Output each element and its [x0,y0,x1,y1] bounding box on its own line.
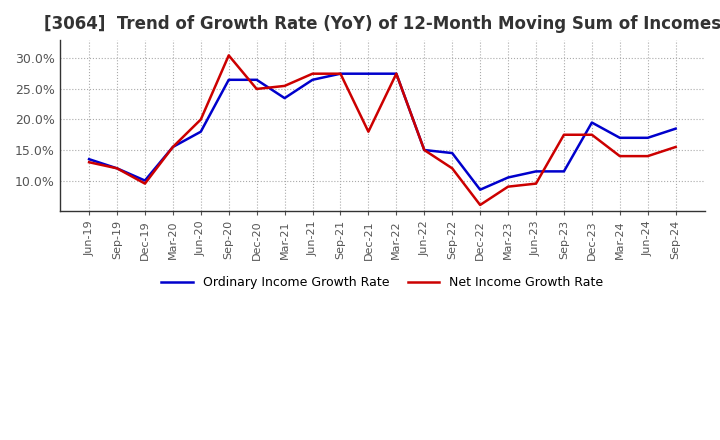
Ordinary Income Growth Rate [225,77,233,82]
Net Income Growth Rate [392,71,400,76]
Net Income Growth Rate [420,147,428,153]
Title: [3064]  Trend of Growth Rate (YoY) of 12-Month Moving Sum of Incomes: [3064] Trend of Growth Rate (YoY) of 12-… [44,15,720,33]
Ordinary Income Growth Rate [504,175,513,180]
Ordinary Income Growth Rate [140,178,149,183]
Ordinary Income Growth Rate [168,144,177,150]
Ordinary Income Growth Rate [308,77,317,82]
Ordinary Income Growth Rate [531,169,540,174]
Ordinary Income Growth Rate [448,150,456,156]
Ordinary Income Growth Rate [671,126,680,131]
Ordinary Income Growth Rate [85,157,94,162]
Net Income Growth Rate [308,71,317,76]
Ordinary Income Growth Rate [559,169,568,174]
Ordinary Income Growth Rate [252,77,261,82]
Net Income Growth Rate [476,202,485,208]
Net Income Growth Rate [336,71,345,76]
Net Income Growth Rate [168,144,177,150]
Net Income Growth Rate [85,160,94,165]
Legend: Ordinary Income Growth Rate, Net Income Growth Rate: Ordinary Income Growth Rate, Net Income … [156,271,608,294]
Line: Ordinary Income Growth Rate: Ordinary Income Growth Rate [89,73,675,190]
Ordinary Income Growth Rate [336,71,345,76]
Ordinary Income Growth Rate [644,135,652,140]
Ordinary Income Growth Rate [112,166,121,171]
Ordinary Income Growth Rate [588,120,596,125]
Net Income Growth Rate [588,132,596,137]
Net Income Growth Rate [671,144,680,150]
Ordinary Income Growth Rate [197,129,205,134]
Ordinary Income Growth Rate [364,71,373,76]
Net Income Growth Rate [225,53,233,58]
Ordinary Income Growth Rate [280,95,289,101]
Net Income Growth Rate [197,117,205,122]
Net Income Growth Rate [616,154,624,159]
Net Income Growth Rate [504,184,513,189]
Net Income Growth Rate [559,132,568,137]
Net Income Growth Rate [531,181,540,186]
Ordinary Income Growth Rate [616,135,624,140]
Net Income Growth Rate [112,166,121,171]
Net Income Growth Rate [448,166,456,171]
Net Income Growth Rate [280,83,289,88]
Net Income Growth Rate [644,154,652,159]
Ordinary Income Growth Rate [392,71,400,76]
Ordinary Income Growth Rate [476,187,485,192]
Line: Net Income Growth Rate: Net Income Growth Rate [89,55,675,205]
Net Income Growth Rate [140,181,149,186]
Net Income Growth Rate [252,86,261,92]
Ordinary Income Growth Rate [420,147,428,153]
Net Income Growth Rate [364,129,373,134]
